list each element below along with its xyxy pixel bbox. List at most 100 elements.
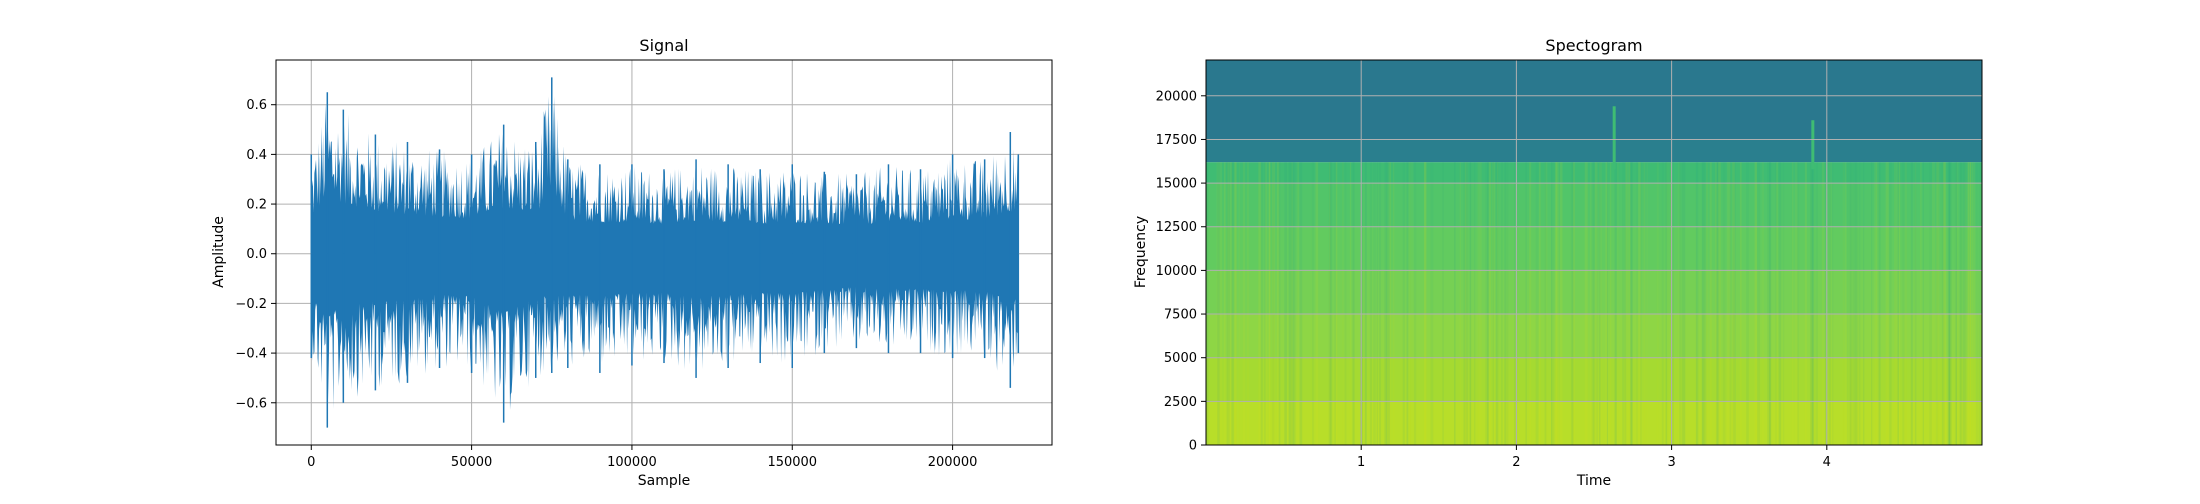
spectrogram-texture-line <box>1570 162 1573 445</box>
spectrogram-texture-line <box>1497 162 1499 445</box>
spectrogram-texture-line <box>1605 162 1608 445</box>
spectrogram-texture-line <box>1595 162 1599 445</box>
spectrogram-texture-line <box>1217 162 1220 445</box>
spectrogram-texture-line <box>1871 162 1873 445</box>
spectrogram-texture-line <box>1555 162 1558 445</box>
spectrogram-y-tick-label: 0 <box>1189 439 1197 454</box>
spectrogram-texture-line <box>1886 162 1889 445</box>
spectrogram-texture-line <box>1344 162 1347 445</box>
spectrogram-texture-line <box>1705 162 1708 445</box>
spectrogram-texture-line <box>1920 162 1922 445</box>
spectrogram-texture-line <box>1680 162 1684 445</box>
spectrogram-texture-line <box>1488 162 1491 445</box>
spectrogram-band <box>1206 183 1982 227</box>
signal-x-tick-label: 150000 <box>767 455 817 470</box>
spectrogram-texture-line <box>1848 162 1852 445</box>
spectrogram-texture-line <box>1593 162 1595 445</box>
spectrogram-y-tick-label: 5000 <box>1164 351 1197 366</box>
spectrogram-y-tick-label: 20000 <box>1156 89 1197 104</box>
spectrogram-texture-line <box>1369 162 1372 445</box>
spectrogram-texture-line <box>1485 162 1489 445</box>
spectrogram-texture-line <box>1954 162 1957 445</box>
spectrogram-texture-line <box>1206 162 1208 445</box>
spectrogram-texture-line <box>1967 162 1970 445</box>
spectrogram-texture-line <box>1846 162 1849 445</box>
spectrogram-texture-line <box>1701 162 1705 445</box>
signal-y-label: Amplitude <box>211 216 227 288</box>
spectrogram-y-tick-label: 15000 <box>1156 177 1197 192</box>
spectrogram-texture-line <box>1948 162 1952 445</box>
spectrogram-texture-line <box>1454 162 1456 445</box>
spectrogram-texture-line <box>1679 162 1681 445</box>
spectrogram-y-tick-label: 17500 <box>1156 133 1197 148</box>
spectrogram-texture-line <box>1459 162 1461 445</box>
spectrogram-x-ticks: 1 2 3 4 <box>1357 445 1831 470</box>
spectrogram-texture-line <box>1936 162 1939 445</box>
signal-waveform <box>311 96 1019 410</box>
spectrogram-texture-line <box>1969 162 1971 445</box>
spectrogram-texture-line <box>1769 162 1771 445</box>
spectrogram-texture-line <box>1379 162 1382 445</box>
spectrogram-y-tick-label: 12500 <box>1156 220 1197 235</box>
spectrogram-texture-line <box>1863 162 1865 445</box>
spectrogram-texture-line <box>1964 162 1967 445</box>
spectrogram-texture-line <box>1661 162 1664 445</box>
spectrogram-texture-line <box>1656 162 1659 445</box>
spectrogram-texture-line <box>1631 162 1633 445</box>
spectrogram-texture-line <box>1757 162 1760 445</box>
spectrogram-texture-line <box>1268 162 1271 445</box>
spectrogram-texture-line <box>1272 162 1275 445</box>
spectrogram-texture-line <box>1976 162 1978 445</box>
spectrogram-texture-line <box>1385 162 1388 445</box>
spectrogram-band <box>1206 357 1982 402</box>
spectrogram-texture-line <box>1284 162 1287 445</box>
spectrogram-texture-line <box>1504 162 1506 445</box>
spectrogram-texture-line <box>1942 162 1946 445</box>
spectrogram-texture-line <box>1941 162 1945 445</box>
spectrogram-texture-line <box>1629 162 1633 445</box>
signal-y-tick-label: 0.4 <box>246 148 267 163</box>
signal-spikes <box>310 77 1020 428</box>
spectrogram-texture-line <box>1594 162 1598 445</box>
spectrogram-texture-line <box>1824 162 1828 445</box>
spectrogram-title: Spectogram <box>1545 36 1642 55</box>
spectrogram-texture-line <box>1947 162 1951 445</box>
spectrogram-bands <box>1206 60 1982 445</box>
spectrogram-texture-line <box>1638 162 1641 445</box>
spectrogram-band <box>1206 139 1982 163</box>
spectrogram-texture-line <box>1797 162 1800 445</box>
spectrogram-texture-line <box>1590 162 1592 445</box>
spectrogram-texture-line <box>1832 162 1834 445</box>
spectrogram-texture-line <box>1242 162 1246 445</box>
spectrogram-y-tick-label: 7500 <box>1164 308 1197 323</box>
spectrogram-texture-line <box>1529 162 1532 445</box>
spectrogram-band <box>1206 270 1982 315</box>
spectrogram-texture-line <box>1609 162 1612 445</box>
spectrogram-texture-line <box>1929 162 1932 445</box>
spectrogram-texture-line <box>1715 162 1717 445</box>
spectrogram-texture-line <box>1376 162 1379 445</box>
spectrogram-texture-line <box>1271 162 1275 445</box>
spectrogram-texture-line <box>1492 162 1494 445</box>
spectrogram-x-tick-label: 3 <box>1667 455 1675 470</box>
spectrogram-texture-line <box>1207 162 1210 445</box>
spectrogram-texture-line <box>1572 162 1575 445</box>
spectrogram-texture-line <box>1729 162 1732 445</box>
spectrogram-texture-line <box>1291 162 1294 445</box>
spectrogram-texture-line <box>1715 162 1719 445</box>
spectrogram-band <box>1206 60 1982 140</box>
spectrogram-texture-line <box>1393 162 1395 445</box>
spectrogram-texture-line <box>1258 162 1262 445</box>
spectrogram-texture-line <box>1289 162 1291 445</box>
spectrogram-x-label: Time <box>1576 473 1611 489</box>
spectrogram-texture-line <box>1709 162 1712 445</box>
spectrogram-texture-line <box>1855 162 1858 445</box>
spectrogram-texture-line <box>1469 162 1471 445</box>
spectrogram-texture-line <box>1853 162 1856 445</box>
spectrogram-texture-line <box>1716 162 1720 445</box>
spectrogram-texture-line <box>1728 162 1731 445</box>
spectrogram-texture-line <box>1761 162 1765 445</box>
spectrogram-texture-line <box>1778 162 1782 445</box>
spectrogram-transient <box>1811 120 1815 170</box>
